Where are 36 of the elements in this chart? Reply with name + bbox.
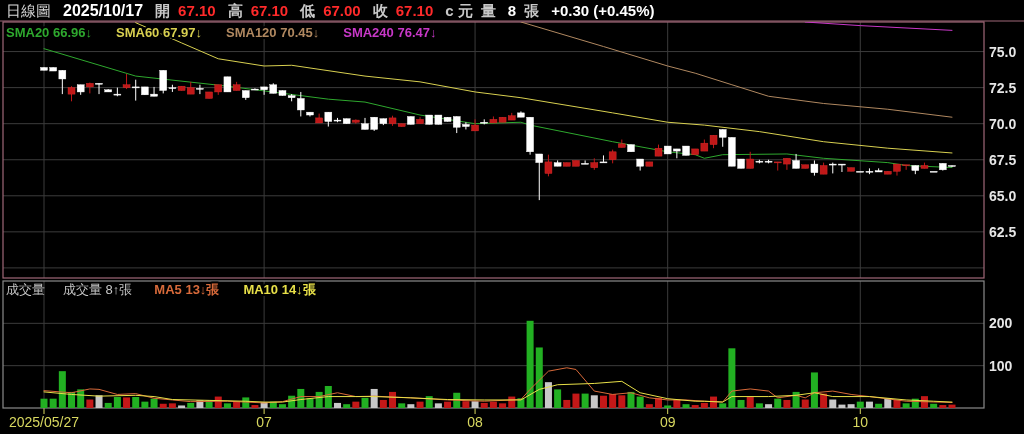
text: SMA120 70.45↓ [226,25,320,40]
x-tick-label: 2025/05/27 [8,414,80,430]
text: 67.10 [178,2,216,19]
text: 收 [372,2,389,19]
text: SMA240 76.47↓ [343,25,437,40]
series-label: SMA20 66.96↓ [6,25,92,40]
text: c 元 [445,2,473,19]
y-tick-label: 70.0 [989,115,1017,132]
text: 開 [155,2,171,19]
y-tick-label: 72.5 [989,79,1017,96]
chart-title: 成交量 [6,282,45,297]
text: MA5 13↓張 [154,282,221,297]
text: +0.30 (+0.45%) [551,2,655,19]
x-tick-label: 07 [256,414,273,430]
text: 67.10 [250,2,289,19]
y-tick-label: 67.5 [989,151,1017,168]
text: MA10 14↓張 [243,282,317,297]
text: 8 [507,2,517,19]
y-tick-label: 75.0 [989,43,1017,60]
text: 低 [299,2,316,19]
y-tick-label: 100 [989,357,1013,374]
series-label: SMA60 67.97↓ [116,25,202,40]
text: 高 [227,2,243,19]
y-tick-label: 65.0 [989,187,1017,204]
y-tick-label: 200 [989,315,1013,332]
x-tick-label: 08 [467,414,484,430]
y-tick-label: 62.5 [989,223,1017,240]
text: 量 [479,2,496,19]
text: 67.10 [395,2,434,19]
x-tick-label: 09 [659,414,676,430]
x-tick-label: 10 [852,414,869,430]
chart-subtitle: 2025/10/17 [63,2,144,19]
chart-title: 日線圖 [6,2,51,19]
text: 張 [524,2,541,19]
text: 67.00 [323,2,361,19]
annotation: 成交量 8↑張 [63,282,133,297]
